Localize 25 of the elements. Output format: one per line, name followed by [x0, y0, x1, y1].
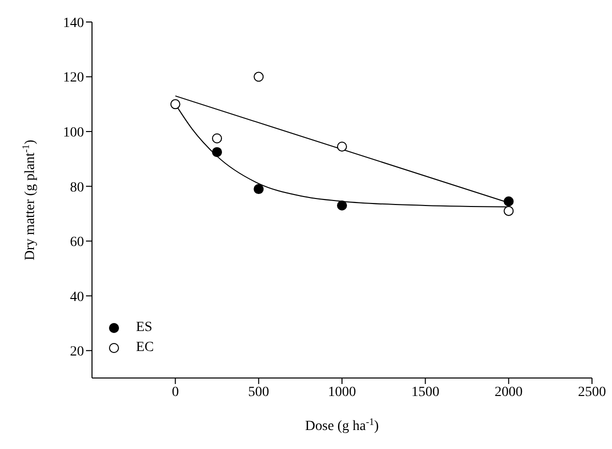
x-tick-label: 1500 [411, 384, 440, 400]
legend-label: ES [136, 320, 152, 336]
x-axis-title: Dose (g ha$^{-1}$) [305, 416, 380, 434]
x-tick-label: 2500 [578, 384, 606, 400]
x-tick-label: 1000 [328, 384, 356, 400]
y-tick-label: 140 [63, 16, 84, 31]
x-tick-label: 500 [248, 384, 270, 400]
point [254, 72, 264, 82]
point [337, 200, 347, 210]
y-tick-label: 60 [70, 235, 84, 250]
y-tick-label: 100 [63, 126, 84, 141]
x-tick-label: 0 [172, 384, 179, 400]
x-tick-label: 2000 [494, 384, 523, 400]
y-tick-label: 120 [63, 70, 84, 86]
legend-label: EC [136, 340, 154, 356]
point [337, 142, 347, 152]
point [504, 196, 514, 206]
y-tick-label: 40 [70, 290, 84, 305]
y-tick-label: 20 [70, 344, 84, 360]
y-tick-label: 80 [70, 180, 84, 196]
point [212, 147, 222, 158]
point [504, 206, 514, 216]
point [170, 99, 180, 110]
point [212, 133, 222, 144]
point [254, 184, 264, 194]
